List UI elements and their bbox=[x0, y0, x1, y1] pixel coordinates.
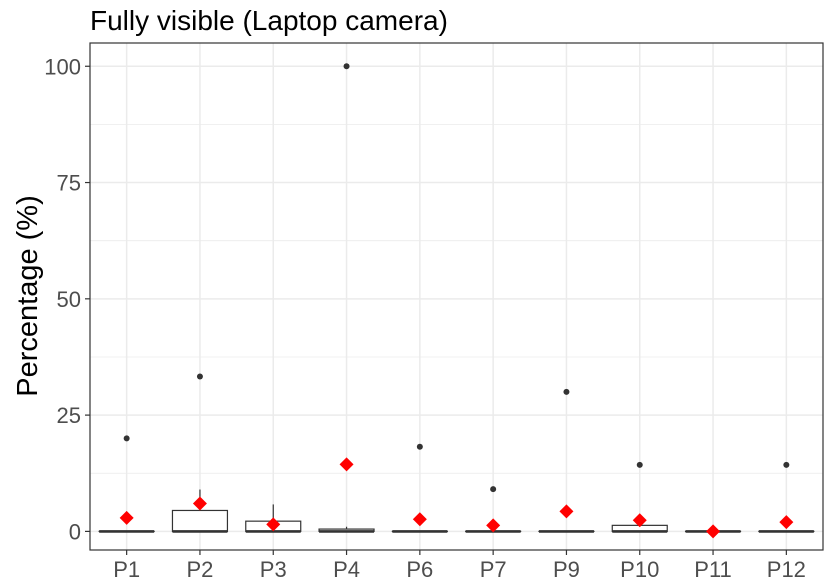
plot-frame bbox=[89, 42, 824, 551]
box-p12 bbox=[758, 461, 815, 533]
x-tick-label: P7 bbox=[480, 557, 507, 582]
y-tick-label: 75 bbox=[57, 171, 81, 196]
gridlines bbox=[90, 43, 823, 550]
mean-marker bbox=[119, 510, 134, 525]
outlier-point bbox=[416, 443, 423, 450]
outlier-point bbox=[783, 461, 790, 468]
outlier-point bbox=[123, 435, 130, 442]
x-tick-label: P2 bbox=[186, 557, 213, 582]
y-tick-label: 25 bbox=[57, 403, 81, 428]
box-p1 bbox=[98, 435, 155, 533]
mean-marker bbox=[266, 517, 281, 532]
boxes bbox=[98, 63, 815, 539]
y-tick-label: 50 bbox=[57, 287, 81, 312]
outlier-point bbox=[343, 63, 350, 70]
x-tick-label: P6 bbox=[406, 557, 433, 582]
mean-marker bbox=[706, 524, 721, 539]
mean-marker bbox=[632, 513, 647, 528]
y-axis-title: Percentage (%) bbox=[12, 195, 44, 397]
outlier-point bbox=[196, 373, 203, 380]
x-tick-label: P3 bbox=[260, 557, 287, 582]
y-axis-ticks: 0 25 50 75 100 bbox=[44, 54, 90, 544]
box-p2 bbox=[171, 373, 229, 533]
box-p3 bbox=[245, 504, 302, 533]
mean-marker bbox=[339, 457, 354, 472]
x-tick-label: P1 bbox=[113, 557, 140, 582]
y-tick-label: 0 bbox=[69, 519, 81, 544]
mean-marker bbox=[486, 518, 501, 533]
box-body bbox=[171, 509, 229, 532]
x-tick-label: P12 bbox=[767, 557, 806, 582]
box-p9 bbox=[538, 388, 595, 533]
x-tick-label: P11 bbox=[694, 557, 732, 582]
mean-marker bbox=[192, 496, 207, 511]
mean-marker bbox=[559, 504, 574, 519]
y-tick-label: 100 bbox=[44, 54, 81, 79]
x-tick-label: P10 bbox=[620, 557, 659, 582]
x-tick-label: P9 bbox=[553, 557, 580, 582]
mean-marker bbox=[412, 512, 427, 527]
chart-title: Fully visible (Laptop camera) bbox=[90, 5, 448, 36]
mean-marker bbox=[779, 515, 794, 530]
box-p11 bbox=[684, 524, 742, 539]
outlier-point bbox=[636, 461, 643, 468]
box-p7 bbox=[465, 486, 522, 533]
x-axis-ticks: P1 P2 P3 P4 P6 P7 P9 P10 P11 P12 bbox=[113, 550, 806, 582]
box-p4 bbox=[318, 63, 375, 533]
outlier-point bbox=[563, 388, 570, 395]
outlier-point bbox=[490, 486, 497, 493]
box-p10 bbox=[611, 461, 668, 533]
x-tick-label: P4 bbox=[333, 557, 360, 582]
box-p6 bbox=[391, 443, 448, 533]
